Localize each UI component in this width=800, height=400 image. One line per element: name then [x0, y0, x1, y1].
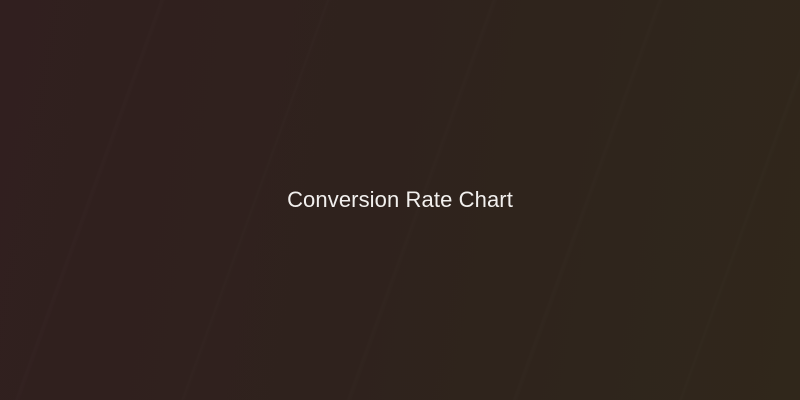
- chart-placeholder-panel: Conversion Rate Chart: [0, 0, 800, 400]
- chart-placeholder-label: Conversion Rate Chart: [287, 187, 513, 212]
